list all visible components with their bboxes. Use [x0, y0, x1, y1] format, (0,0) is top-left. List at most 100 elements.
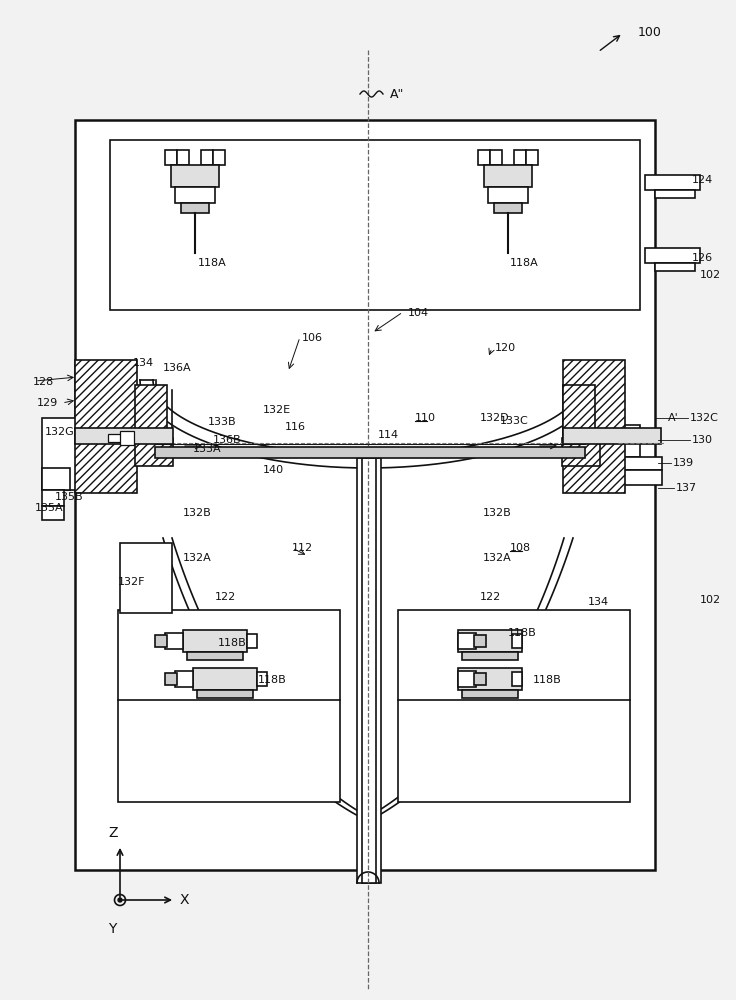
Bar — [42, 468, 70, 490]
Text: 134: 134 — [133, 358, 154, 368]
Bar — [494, 203, 522, 213]
Text: 136B: 136B — [213, 435, 241, 445]
Text: 133B: 133B — [208, 417, 237, 427]
Text: 122: 122 — [215, 592, 236, 602]
Text: 102: 102 — [700, 595, 721, 605]
Bar — [462, 690, 518, 698]
Bar — [75, 360, 137, 435]
Text: 132F: 132F — [118, 577, 146, 587]
Text: 106: 106 — [302, 333, 323, 343]
Bar — [563, 360, 625, 435]
Bar — [193, 668, 257, 690]
Bar — [183, 630, 247, 652]
Bar — [512, 672, 522, 686]
Bar — [213, 150, 225, 165]
Bar — [175, 187, 215, 203]
Bar — [563, 435, 625, 493]
Text: 136A: 136A — [163, 363, 191, 373]
Bar — [257, 672, 267, 686]
Text: 118B: 118B — [258, 675, 287, 685]
Text: A': A' — [668, 413, 679, 423]
Text: 134: 134 — [588, 597, 609, 607]
Text: 132A: 132A — [183, 553, 212, 563]
Bar — [655, 263, 695, 271]
Bar — [75, 120, 655, 870]
Bar — [484, 165, 532, 187]
Bar — [120, 543, 172, 613]
Text: 118A: 118A — [198, 258, 227, 268]
Text: 118B: 118B — [508, 628, 537, 638]
Text: 132D: 132D — [480, 413, 509, 423]
Text: 100: 100 — [638, 25, 662, 38]
Text: A": A" — [390, 89, 404, 102]
Text: Z: Z — [108, 826, 118, 840]
Bar — [620, 457, 662, 470]
Text: 124: 124 — [692, 175, 713, 185]
Bar — [478, 150, 490, 165]
Bar — [75, 428, 173, 444]
Text: 102: 102 — [700, 270, 721, 280]
Bar — [526, 150, 538, 165]
Bar — [197, 690, 253, 698]
Bar — [362, 458, 376, 883]
Bar — [462, 652, 518, 660]
Text: 129: 129 — [37, 398, 58, 408]
Bar — [458, 671, 476, 687]
Text: 132A: 132A — [483, 553, 512, 563]
Text: Y: Y — [107, 922, 116, 936]
Bar — [155, 635, 167, 647]
Bar — [474, 635, 486, 647]
Bar — [618, 425, 640, 457]
Text: 133C: 133C — [500, 416, 528, 426]
Text: 120: 120 — [495, 343, 516, 353]
Bar — [42, 490, 64, 506]
Bar — [645, 248, 700, 263]
Text: 135A: 135A — [35, 503, 63, 513]
Bar — [187, 652, 243, 660]
Text: 132B: 132B — [483, 508, 512, 518]
Bar — [488, 187, 528, 203]
Bar — [108, 434, 132, 442]
Text: 116: 116 — [285, 422, 306, 432]
Text: 132B: 132B — [183, 508, 212, 518]
Bar — [165, 673, 177, 685]
Bar — [562, 438, 600, 466]
Bar — [512, 634, 522, 648]
Text: 128: 128 — [33, 377, 54, 387]
Bar — [42, 418, 76, 490]
Bar — [620, 470, 662, 485]
Bar — [177, 150, 189, 165]
Bar — [181, 203, 209, 213]
Text: 122: 122 — [480, 592, 501, 602]
Bar — [118, 610, 340, 802]
Text: 118B: 118B — [533, 675, 562, 685]
Bar — [135, 385, 167, 435]
Text: 139: 139 — [673, 458, 694, 468]
Text: 118A: 118A — [510, 258, 539, 268]
Bar — [474, 673, 486, 685]
Bar — [165, 150, 177, 165]
Bar — [655, 190, 695, 198]
Bar — [458, 633, 476, 649]
Text: 108: 108 — [510, 543, 531, 553]
Text: 132C: 132C — [690, 413, 719, 423]
Bar — [458, 668, 522, 690]
Bar — [155, 447, 585, 458]
Bar — [165, 633, 183, 649]
Bar — [171, 165, 219, 187]
Bar — [563, 428, 661, 444]
Bar — [75, 435, 137, 493]
Text: 118B: 118B — [218, 638, 247, 648]
Text: 112: 112 — [292, 543, 313, 553]
Text: 132G: 132G — [45, 427, 75, 437]
Text: 132E: 132E — [263, 405, 291, 415]
Bar — [42, 506, 64, 520]
Text: 104: 104 — [408, 308, 429, 318]
Text: X: X — [180, 893, 189, 907]
Bar — [398, 610, 630, 802]
Bar — [247, 634, 257, 648]
Bar — [110, 140, 640, 310]
Text: 133A: 133A — [193, 444, 222, 454]
Bar — [357, 458, 381, 883]
Bar — [175, 671, 193, 687]
